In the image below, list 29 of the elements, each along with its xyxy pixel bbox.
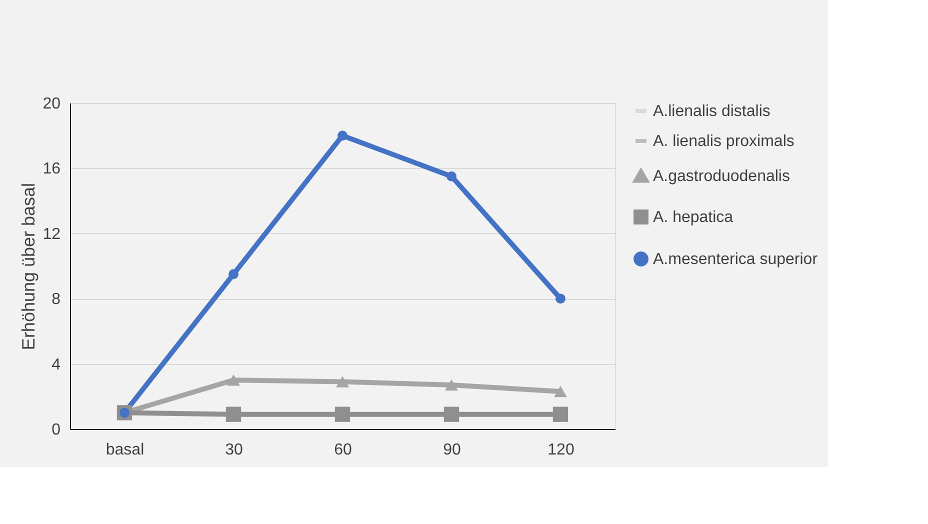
point bbox=[226, 374, 240, 386]
legend-label: A.mesenterica superior bbox=[653, 251, 818, 268]
x-tick-label: basal bbox=[106, 442, 144, 458]
point bbox=[554, 386, 568, 398]
y-axis-title: Erhöhung über basal bbox=[18, 182, 39, 350]
y-tick-label: 16 bbox=[42, 160, 61, 178]
x-tick-label: 120 bbox=[548, 442, 574, 458]
point bbox=[552, 406, 568, 422]
legend-label: A. lienalis proximals bbox=[653, 133, 794, 150]
point bbox=[556, 294, 566, 304]
point bbox=[446, 171, 456, 182]
x-tick-label: 30 bbox=[225, 442, 243, 458]
point bbox=[334, 406, 350, 422]
y-tick-label: 4 bbox=[52, 356, 61, 374]
y-tick-label: 12 bbox=[42, 226, 61, 243]
y-tick-label: 0 bbox=[52, 422, 61, 438]
x-tick-label: 60 bbox=[334, 442, 352, 458]
legend-label: A.lienalis distalis bbox=[653, 103, 770, 120]
point bbox=[226, 406, 242, 422]
y-tick-label: 20 bbox=[42, 96, 61, 112]
point bbox=[444, 379, 458, 391]
legend-label: A. hepatica bbox=[653, 209, 734, 226]
point bbox=[228, 269, 238, 280]
y-tick-label: 8 bbox=[52, 291, 61, 308]
point bbox=[338, 130, 348, 141]
x-tick-label: 90 bbox=[443, 442, 461, 458]
legend-label: A.gastroduodenalis bbox=[653, 168, 790, 185]
point bbox=[444, 406, 460, 422]
point bbox=[336, 376, 350, 388]
